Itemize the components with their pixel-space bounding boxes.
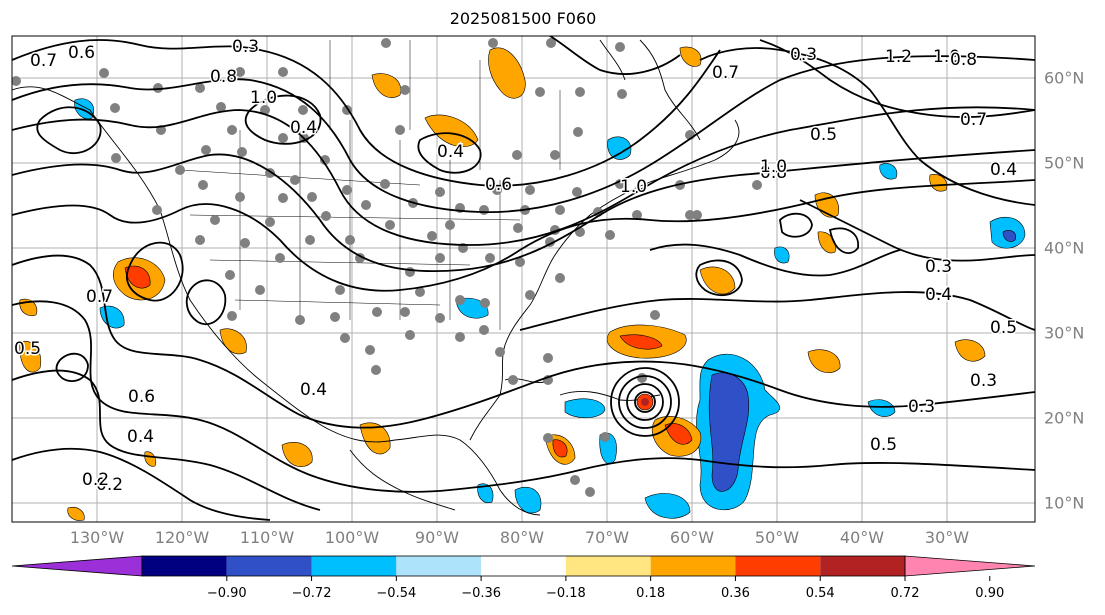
contour-label: 0.4 <box>437 142 464 162</box>
contour-label: 0.6 <box>128 387 155 407</box>
negative-anomaly-area <box>477 483 494 503</box>
colorbar-tick-label: −0.36 <box>461 586 502 601</box>
longitude-label: 120°W <box>154 528 210 547</box>
longitude-label: 40°W <box>839 528 885 547</box>
contour-label: 0.4 <box>990 160 1017 180</box>
longitude-label: 50°W <box>754 528 800 547</box>
positive-anomaly-area <box>281 442 313 467</box>
longitude-label: 90°W <box>414 528 460 547</box>
colorbar-tick-label: 0.36 <box>720 586 750 601</box>
contour-label: 0.3 <box>232 37 259 57</box>
colorbar-tick-label: 0.90 <box>975 586 1005 601</box>
negative-anomaly-area <box>867 399 896 417</box>
contour-lines <box>12 36 1035 521</box>
map-frame <box>11 35 1036 523</box>
negative-anomaly-area <box>99 305 125 329</box>
negative-anomaly-area <box>774 246 790 264</box>
contour-label: 0.2 <box>82 470 109 490</box>
contour-label: 0.5 <box>870 435 897 455</box>
contour-label: 0.5 <box>810 125 837 145</box>
significance-dots <box>12 38 762 497</box>
negative-anomaly-area <box>514 486 542 514</box>
negative-anomaly-area <box>879 163 898 180</box>
latitude-label: 40°N <box>1044 238 1085 258</box>
contour-label: 0.4 <box>127 427 154 447</box>
contour-label: 0.2 <box>96 475 123 495</box>
longitude-label: 30°W <box>924 528 970 547</box>
longitude-label: 70°W <box>584 528 630 547</box>
colorbar-tick-label: 0.72 <box>890 586 920 601</box>
contour-label: 0.4 <box>300 380 327 400</box>
negative-anomaly-area <box>607 136 632 160</box>
contour-label: 0.7 <box>712 63 739 83</box>
contour-label: 1.0 <box>760 157 787 177</box>
positive-anomaly-area <box>371 73 402 98</box>
positive-anomaly-area <box>19 340 42 373</box>
map-title: 2025081500 F060 <box>449 9 597 28</box>
colorbar-tick-label: −0.90 <box>206 586 247 601</box>
contour-label: 0.7 <box>960 110 987 130</box>
negative-anomaly-area <box>74 98 95 120</box>
positive-anomaly-area <box>699 266 736 295</box>
contour-label: 0.3 <box>790 45 817 65</box>
latitude-label: 50°N <box>1044 153 1085 173</box>
latitude-label: 60°N <box>1044 68 1085 88</box>
negative-anomaly-area <box>564 398 606 419</box>
contour-label: 0.3 <box>908 397 935 417</box>
contour-label: 0.8 <box>760 163 787 183</box>
contour-label: 0.5 <box>14 339 41 359</box>
contour-label: 0.8 <box>210 67 237 87</box>
longitude-label: 100°W <box>324 528 380 547</box>
positive-anomaly-area <box>67 507 85 521</box>
longitude-label: 130°W <box>69 528 125 547</box>
positive-anomaly-area <box>144 451 157 467</box>
anomaly-fills <box>19 46 1026 521</box>
colorbar-tick-label: −0.18 <box>545 586 586 601</box>
contour-label: 0.7 <box>86 287 113 307</box>
longitude-label: 60°W <box>669 528 715 547</box>
contour-label: 0.3 <box>925 257 952 277</box>
positive-anomaly-area <box>124 265 151 289</box>
positive-anomaly-area <box>552 439 568 458</box>
negative-anomaly-area <box>644 493 691 519</box>
contour-label: 0.4 <box>290 118 317 138</box>
contour-label: 1.0 <box>620 177 647 197</box>
positive-anomaly-area <box>488 47 526 99</box>
latitude-label: 30°N <box>1044 323 1085 343</box>
positive-anomaly-area <box>807 349 841 373</box>
longitude-label: 110°W <box>239 528 295 547</box>
positive-anomaly-area <box>424 114 479 148</box>
contour-labels: 0.7 0.6 0.30.81.00.40.40.70.6 1.00.80.50.70… <box>13 36 1019 497</box>
contour-label: 0.6 <box>68 43 95 63</box>
coastlines <box>12 39 740 516</box>
contour-label: 1.0 <box>250 88 277 108</box>
positive-anomaly-area <box>817 231 836 254</box>
positive-anomaly-area <box>219 328 247 355</box>
positive-anomaly-area <box>929 174 948 192</box>
colorbar-tick-label: −0.54 <box>376 586 417 601</box>
contour-label: 1.0 <box>933 47 960 67</box>
positive-anomaly-area <box>619 334 663 350</box>
contour-label: 0.6 <box>485 175 512 195</box>
negative-anomaly-area <box>1002 230 1016 242</box>
latitude-label: 20°N <box>1044 408 1085 428</box>
positive-anomaly-area <box>664 423 693 445</box>
contour-label: 0.7 <box>30 51 57 71</box>
colorbar-tick-label: 0.18 <box>636 586 666 601</box>
contour-label: 0.4 <box>925 285 952 305</box>
longitude-label: 80°W <box>499 528 545 547</box>
contour-label: 0.5 <box>990 318 1017 338</box>
positive-anomaly-area <box>954 339 986 362</box>
contour-label: 0.3 <box>970 371 997 391</box>
positive-anomaly-area <box>679 46 702 67</box>
contour-label: 0.8 <box>950 50 977 70</box>
latitude-label: 10°N <box>1044 493 1085 513</box>
contour-label: 1.2 <box>885 47 912 67</box>
colorbar-tick-label: −0.72 <box>291 586 332 601</box>
positive-anomaly-area <box>359 422 391 455</box>
colorbar-tick-label: 0.54 <box>805 586 835 601</box>
